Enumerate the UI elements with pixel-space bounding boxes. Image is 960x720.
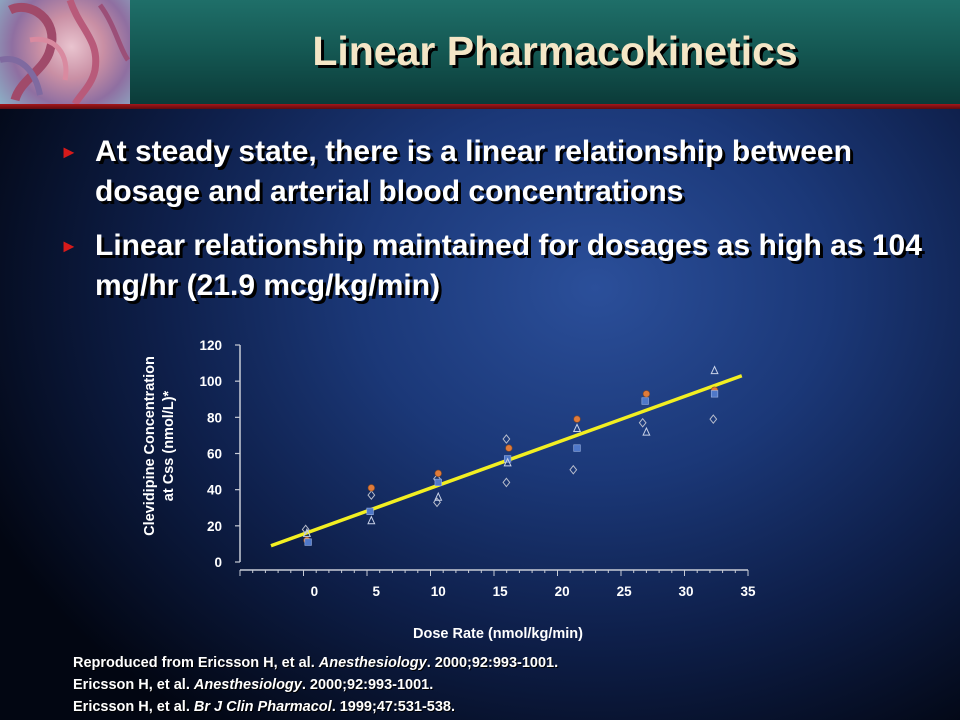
- data-point-square: [434, 478, 442, 487]
- y-tick-label: 80: [207, 410, 222, 425]
- data-point-diamond: [301, 524, 310, 535]
- data-point-diamond: [709, 414, 718, 425]
- y-tick-label: 20: [207, 519, 222, 534]
- x-tick-label: 25: [617, 584, 633, 599]
- data-point-diamond: [569, 464, 578, 475]
- data-point-diamond: [502, 434, 511, 444]
- data-point-diamond: [433, 497, 441, 508]
- references: Reproduced from Ericsson H, et al. Anest…: [73, 652, 933, 718]
- bullet-item: ► Linear relationship maintained for dos…: [60, 226, 940, 306]
- reference-line: Ericsson H, et al. Br J Clin Pharmacol. …: [73, 699, 456, 715]
- bullet-text: At steady state, there is a linear relat…: [95, 135, 852, 208]
- y-axis-title: Clevidipine Concentration: [142, 356, 158, 536]
- title-bar: [0, 0, 960, 104]
- triangle-right-icon: ►: [60, 142, 78, 162]
- x-tick-label: 10: [431, 584, 446, 599]
- data-point-square: [710, 390, 719, 398]
- data-point-triangle: [572, 423, 582, 432]
- x-tick-label: 30: [679, 584, 694, 599]
- x-tick-label: 20: [555, 584, 570, 599]
- data-point-diamond: [638, 417, 647, 428]
- bullet-text: Linear relationship maintained for dosag…: [95, 229, 922, 302]
- data-point-circle: [642, 390, 651, 398]
- data-point-square: [304, 538, 312, 546]
- data-point-square: [641, 397, 649, 405]
- data-point-square: [366, 507, 374, 515]
- y-tick-label: 40: [207, 483, 222, 498]
- data-point-triangle: [710, 365, 719, 375]
- y-axis-title: at Css (nmol/L)*: [161, 390, 177, 501]
- data-point-square: [573, 444, 581, 452]
- data-point-circle: [367, 484, 375, 492]
- reference-line: Ericsson H, et al. Anesthesiology. 2000;…: [73, 677, 434, 693]
- data-point-triangle: [503, 457, 512, 467]
- bullet-item: ► At steady state, there is a linear rel…: [60, 132, 940, 212]
- data-point-circle: [573, 415, 581, 423]
- data-point-circle: [434, 469, 442, 477]
- x-tick-label: 0: [311, 584, 319, 599]
- data-point-diamond: [502, 477, 511, 488]
- y-tick-label: 100: [199, 374, 222, 389]
- data-point-triangle: [642, 426, 651, 436]
- y-tick-label: 120: [199, 338, 222, 353]
- data-point-triangle: [434, 491, 443, 501]
- x-tick-label: 35: [740, 584, 756, 599]
- bullet-list: ► At steady state, there is a linear rel…: [60, 132, 940, 320]
- title-bar-divider: [0, 104, 960, 109]
- data-point-triangle: [302, 528, 311, 537]
- data-point-triangle: [367, 515, 376, 525]
- triangle-right-icon: ►: [60, 236, 78, 256]
- reference-line: Reproduced from Ericsson H, et al. Anest…: [73, 655, 559, 671]
- heart-anatomy-image: [0, 0, 130, 104]
- y-tick-label: 60: [207, 447, 222, 462]
- data-point-circle: [505, 444, 513, 452]
- x-axis-title: Dose Rate (nmol/kg/min): [413, 626, 583, 642]
- slide-title: Linear Pharmacokinetics: [312, 28, 798, 74]
- data-point-diamond: [367, 490, 376, 500]
- x-tick-label: 15: [493, 584, 509, 599]
- x-tick-label: 5: [373, 584, 381, 599]
- y-tick-label: 0: [214, 555, 222, 570]
